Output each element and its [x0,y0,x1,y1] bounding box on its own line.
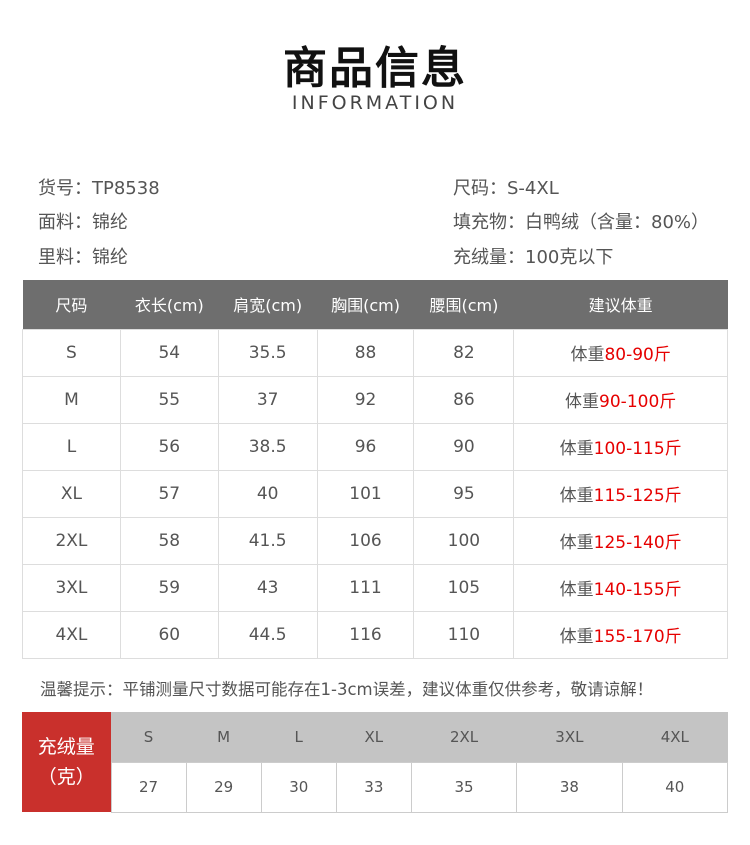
weight-label: 体重 [559,533,594,553]
weight-label: 体重 [565,392,600,412]
table-cell: 92 [316,375,415,424]
table-cell: 56 [119,422,219,471]
table-cell: 86 [413,375,515,424]
size-header: 4XL [622,712,728,762]
column-header: 胸围(cm) [317,280,414,329]
table-cell: 96 [316,422,415,471]
grams-cell: 30 [260,761,337,813]
size-header: 3XL [516,712,623,762]
table-cell: 95 [413,469,515,518]
table-cell: 40 [217,469,318,518]
weight-range: 80-90斤 [604,345,671,365]
weight-range: 115-125斤 [593,486,682,506]
size-header: L [261,712,337,762]
table-cell: 35.5 [217,328,318,377]
weight-cell: 体重125-140斤 [513,516,728,565]
weight-range: 90-100斤 [599,392,677,412]
down-fill-label: 充绒量 （克） [22,712,111,812]
table-cell: 55 [119,375,219,424]
size-header: M [186,712,262,762]
weight-cell: 体重115-125斤 [513,469,728,518]
weight-cell: 体重100-115斤 [513,422,728,471]
table-cell: 116 [316,610,415,659]
table-cell: 60 [119,610,219,659]
size-header: XL [336,712,412,762]
label-line2: （克） [37,766,95,788]
warm-tip: 温馨提示：平铺测量尺寸数据可能存在1-3cm误差，建议体重仅供参考，敬请谅解！ [40,680,654,699]
weight-label: 体重 [570,345,605,365]
filling: 填充物：白鸭绒（含量：80%） [453,212,710,233]
weight-label: 体重 [559,580,594,600]
table-cell: 57 [119,469,219,518]
page-title: 商品信息 [283,43,467,94]
column-header: 肩宽(cm) [218,280,318,329]
table-row: L 56 38.5 96 90 体重100-115斤 [22,422,728,471]
weight-range: 125-140斤 [593,533,682,553]
table-cell: M [22,375,121,424]
weight-range: 140-155斤 [593,580,682,600]
weight-range: 100-115斤 [593,439,682,459]
size-range: 尺码：S-4XL [453,178,559,199]
grams-cell: 27 [110,761,187,813]
table-cell: 41.5 [217,516,318,565]
down-fill-table: 充绒量 （克） S M L XL 2XL 3XL 4XL 27 29 30 33 35 38 40 [22,712,729,813]
table-cell: 2XL [22,516,121,565]
table-cell: 90 [413,422,515,471]
table-cell: S [22,328,121,377]
label-line1: 充绒量 [37,736,95,758]
table-cell: 4XL [22,610,121,659]
table-cell: 59 [119,563,219,612]
table-cell: 37 [217,375,318,424]
weight-label: 体重 [559,439,594,459]
table-cell: XL [22,469,121,518]
column-header: 腰围(cm) [413,280,514,329]
column-header: 建议体重 [513,280,728,329]
fabric: 面料：锦纶 [38,212,128,233]
weight-cell: 体重80-90斤 [513,328,728,377]
table-row: 3XL 59 43 111 105 体重140-155斤 [22,563,728,612]
table-cell: 101 [316,469,415,518]
size-header: 2XL [411,712,517,762]
item-number: 货号：TP8538 [38,178,160,199]
table-cell: L [22,422,121,471]
weight-range: 155-170斤 [593,627,682,647]
table-cell: 58 [119,516,219,565]
table-row: S 54 35.5 88 82 体重80-90斤 [22,328,728,377]
page-subtitle: INFORMATION [291,92,459,114]
table-cell: 38.5 [217,422,318,471]
grams-cell: 35 [410,761,518,813]
table-cell: 54 [119,328,219,377]
table-cell: 44.5 [217,610,318,659]
table-row: 4XL 60 44.5 116 110 体重155-170斤 [22,610,728,659]
table-cell: 111 [316,563,415,612]
column-header: 尺码 [22,280,121,329]
grams-cell: 33 [335,761,412,813]
weight-cell: 体重90-100斤 [513,375,728,424]
weight-label: 体重 [559,486,594,506]
weight-cell: 体重155-170斤 [513,610,728,659]
table-cell: 43 [217,563,318,612]
table-cell: 100 [413,516,515,565]
size-header: S [111,712,187,762]
weight-cell: 体重140-155斤 [513,563,728,612]
table-cell: 105 [413,563,515,612]
grams-cell: 40 [621,761,729,813]
grams-cell: 38 [516,761,623,813]
weight-label: 体重 [559,627,594,647]
table-cell: 82 [413,328,515,377]
table-cell: 110 [413,610,515,659]
table-row: 2XL 58 41.5 106 100 体重125-140斤 [22,516,728,565]
lining: 里料：锦纶 [38,247,128,268]
table-row: XL 57 40 101 95 体重115-125斤 [22,469,728,518]
column-header: 衣长(cm) [120,280,219,329]
grams-cell: 29 [185,761,262,813]
size-table: 尺码 衣长(cm) 肩宽(cm) 胸围(cm) 腰围(cm) 建议体重 S 54 35.5 88… [22,280,728,659]
fill-amount: 充绒量：100克以下 [453,247,614,268]
table-cell: 3XL [22,563,121,612]
table-cell: 88 [316,328,415,377]
table-row: M 55 37 92 86 体重90-100斤 [22,375,728,424]
table-cell: 106 [316,516,415,565]
